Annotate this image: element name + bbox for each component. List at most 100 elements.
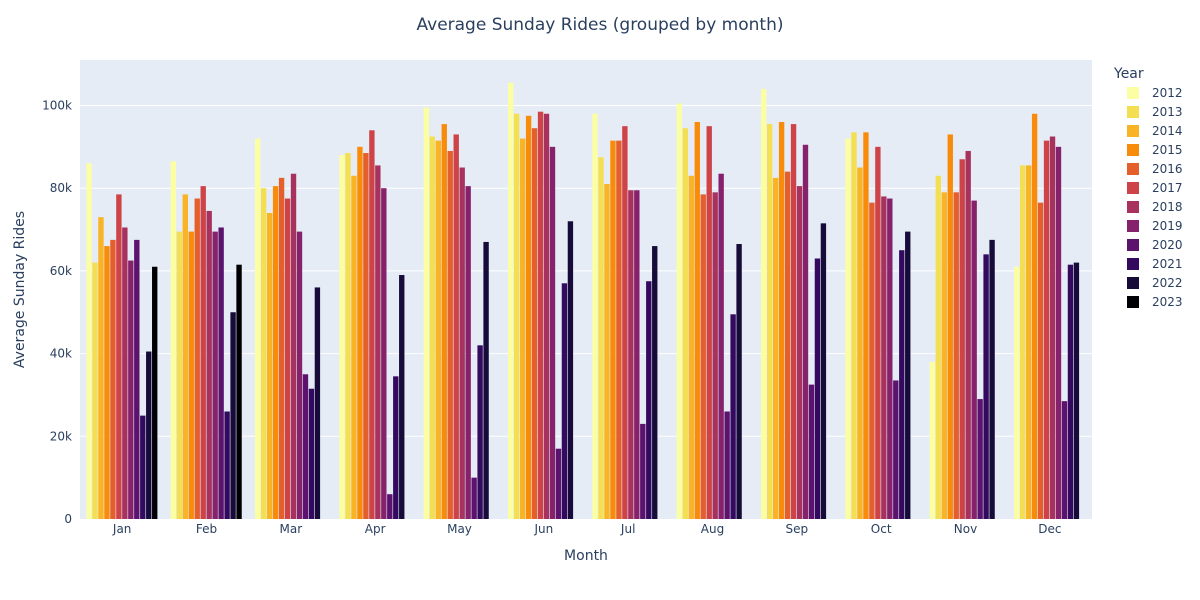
bar-2013-jun[interactable] — [513, 113, 520, 519]
bar-2015-dec[interactable] — [1031, 113, 1038, 519]
bar-2014-jun[interactable] — [519, 138, 526, 519]
bar-2016-mar[interactable] — [278, 177, 285, 519]
bar-2014-may[interactable] — [435, 140, 441, 519]
bar-2019-jan[interactable] — [128, 260, 134, 519]
bar-2020-sep[interactable] — [808, 384, 815, 519]
bar-2012-aug[interactable] — [676, 103, 683, 520]
bar-2013-sep[interactable] — [766, 124, 773, 519]
bar-2012-dec[interactable] — [1013, 266, 1020, 519]
bar-2016-jan[interactable] — [110, 239, 116, 520]
legend-item-2014[interactable]: 2014 — [1127, 124, 1183, 138]
bar-2022-jul[interactable] — [652, 246, 658, 519]
bar-2012-apr[interactable] — [339, 155, 345, 520]
legend[interactable]: Year 2012 2013 2014 2015 2016 2017 2018 2019 202… — [1113, 66, 1183, 309]
bar-2015-oct[interactable] — [863, 132, 869, 519]
bar-2017-sep[interactable] — [790, 124, 797, 519]
bar-2018-aug[interactable] — [712, 192, 718, 519]
bar-2017-oct[interactable] — [875, 146, 881, 520]
bar-2014-feb[interactable] — [182, 194, 188, 519]
legend-item-2012[interactable]: 2012 — [1127, 86, 1183, 100]
bar-2012-sep[interactable] — [760, 88, 767, 519]
bar-2016-jun[interactable] — [531, 128, 538, 519]
bar-2020-apr[interactable] — [387, 494, 393, 519]
bar-2021-feb[interactable] — [224, 411, 230, 519]
bar-2018-jan[interactable] — [122, 227, 128, 520]
bar-2012-oct[interactable] — [845, 138, 851, 519]
bar-2021-aug[interactable] — [730, 314, 736, 519]
bar-2012-feb[interactable] — [170, 161, 177, 520]
bar-2019-oct[interactable] — [887, 198, 893, 519]
legend-item-2013[interactable]: 2013 — [1127, 105, 1183, 119]
bar-2018-jun[interactable] — [543, 113, 550, 519]
bar-2013-may[interactable] — [429, 136, 436, 520]
bar-2012-jul[interactable] — [592, 113, 598, 519]
bar-2014-aug[interactable] — [688, 175, 694, 519]
bar-2013-feb[interactable] — [176, 231, 183, 520]
bar-2018-sep[interactable] — [796, 186, 803, 519]
legend-item-2022[interactable]: 2022 — [1127, 276, 1183, 290]
bar-2020-dec[interactable] — [1061, 401, 1068, 519]
bar-2014-nov[interactable] — [941, 192, 947, 519]
bar-2020-jun[interactable] — [555, 448, 562, 519]
bar-2014-dec[interactable] — [1025, 165, 1032, 519]
bar-2013-dec[interactable] — [1019, 165, 1026, 519]
bar-2020-oct[interactable] — [893, 380, 899, 519]
bar-2016-may[interactable] — [447, 150, 453, 520]
legend-item-2017[interactable]: 2017 — [1127, 181, 1183, 195]
bar-2017-jun[interactable] — [537, 111, 544, 520]
bar-2012-nov[interactable] — [929, 361, 936, 519]
bar-2019-dec[interactable] — [1055, 146, 1062, 520]
legend-item-2018[interactable]: 2018 — [1127, 200, 1183, 214]
bar-2019-sep[interactable] — [802, 144, 809, 519]
bar-2020-nov[interactable] — [977, 399, 983, 519]
bar-2012-may[interactable] — [423, 107, 430, 520]
bar-2019-apr[interactable] — [381, 188, 387, 519]
bar-2022-jun[interactable] — [567, 221, 574, 519]
bar-2017-feb[interactable] — [200, 186, 206, 519]
bar-2022-sep[interactable] — [820, 223, 827, 520]
bar-2022-feb[interactable] — [230, 312, 236, 519]
bar-2014-mar[interactable] — [266, 213, 273, 519]
bar-2015-may[interactable] — [441, 124, 447, 519]
bar-2022-mar[interactable] — [314, 287, 321, 519]
bar-2013-jul[interactable] — [598, 157, 604, 520]
legend-item-2015[interactable]: 2015 — [1127, 143, 1183, 157]
bar-2019-nov[interactable] — [971, 200, 977, 519]
bar-2021-dec[interactable] — [1067, 264, 1074, 519]
legend-item-2023[interactable]: 2023 — [1127, 295, 1183, 309]
bar-2017-aug[interactable] — [706, 126, 712, 519]
bar-2016-apr[interactable] — [363, 153, 369, 520]
legend-items[interactable]: 2012 2013 2014 2015 2016 2017 2018 2019 2020 2021… — [1127, 86, 1183, 309]
bar-2022-aug[interactable] — [736, 244, 742, 519]
bar-2018-dec[interactable] — [1049, 136, 1056, 520]
bar-2016-nov[interactable] — [953, 192, 959, 519]
bar-2023-jan[interactable] — [152, 266, 158, 519]
bar-2020-jan[interactable] — [134, 239, 140, 520]
bar-2017-mar[interactable] — [284, 198, 291, 519]
bar-2019-mar[interactable] — [296, 231, 303, 520]
bar-2021-jun[interactable] — [561, 283, 568, 519]
bar-2017-nov[interactable] — [959, 159, 965, 520]
bar-2022-oct[interactable] — [905, 231, 911, 520]
bar-2017-jul[interactable] — [622, 126, 628, 519]
bar-2014-oct[interactable] — [857, 167, 863, 519]
bar-2018-jul[interactable] — [628, 190, 634, 519]
bar-2021-oct[interactable] — [899, 250, 905, 519]
bar-2022-apr[interactable] — [399, 275, 405, 519]
bar-2015-aug[interactable] — [694, 122, 700, 519]
bar-2015-feb[interactable] — [188, 231, 194, 520]
bar-2015-sep[interactable] — [778, 122, 785, 519]
bar-2015-jan[interactable] — [104, 246, 110, 519]
bar-2020-feb[interactable] — [218, 227, 224, 520]
legend-item-2020[interactable]: 2020 — [1127, 238, 1183, 252]
bar-2016-jul[interactable] — [616, 140, 622, 519]
bar-2018-apr[interactable] — [375, 165, 381, 519]
bar-2021-may[interactable] — [477, 345, 483, 519]
bar-2013-mar[interactable] — [260, 188, 267, 519]
bar-2021-jul[interactable] — [646, 281, 652, 519]
bar-2019-jun[interactable] — [549, 146, 556, 520]
bar-2022-nov[interactable] — [989, 239, 995, 520]
bar-2021-nov[interactable] — [983, 254, 989, 519]
bar-2012-jan[interactable] — [86, 163, 92, 520]
bar-2015-jul[interactable] — [610, 140, 616, 519]
